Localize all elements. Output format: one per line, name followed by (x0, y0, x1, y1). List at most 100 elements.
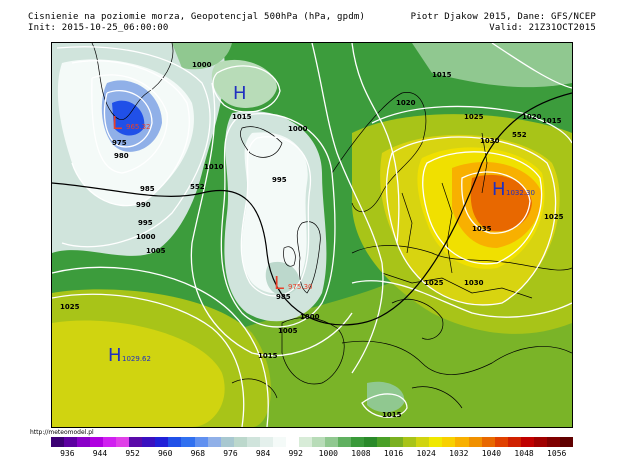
isobar-label: 1035 (472, 225, 492, 233)
color-swatch (129, 437, 143, 447)
color-swatch (455, 437, 469, 447)
isobar-label: 995 (272, 176, 287, 184)
isobar-label: 1000 (136, 233, 156, 241)
low-value: 965.32 (126, 123, 151, 131)
color-scale-tick-label: 960 (157, 449, 173, 458)
isobar-label: 1015 (382, 411, 402, 419)
isobar-label: 1015 (542, 117, 562, 125)
high-letter: H (233, 83, 247, 104)
color-swatch (142, 437, 156, 447)
field-band-northedge (172, 43, 232, 70)
isobar-label: 1000 (192, 61, 212, 69)
color-scale-tick-label: 992 (288, 449, 303, 458)
color-swatch (155, 437, 169, 447)
high-value: 1029.62 (122, 355, 151, 363)
high-letter: H (108, 345, 122, 366)
color-swatch (520, 437, 534, 447)
source-url: http://meteomodel.pl (30, 429, 94, 436)
color-scale-tick-label: 984 (255, 449, 271, 458)
isobar-label: 1000 (300, 313, 320, 321)
isobar-label: 1000 (288, 125, 308, 133)
color-swatch (285, 437, 299, 447)
low-center-2: L 975.30 (274, 273, 313, 294)
high-center-1: H (233, 83, 247, 104)
isobar-label: 1020 (396, 99, 416, 107)
color-swatch (429, 437, 443, 447)
color-swatch (77, 437, 91, 447)
field-band-northeast (412, 43, 572, 88)
isobar-label: 1025 (544, 213, 564, 221)
color-scale-tick-label: 1040 (481, 449, 502, 458)
color-swatch (403, 437, 417, 447)
color-scale-bar (51, 437, 573, 447)
color-swatch (507, 437, 521, 447)
color-swatch (90, 437, 104, 447)
geopotential-552-line (52, 92, 572, 326)
color-swatch (481, 437, 495, 447)
color-swatch (272, 437, 286, 447)
geopotential-label: 552 (190, 183, 205, 191)
color-swatch (116, 437, 130, 447)
color-swatch (233, 437, 247, 447)
color-scale-tick-label: 952 (125, 449, 140, 458)
color-scale-tick-label: 1000 (318, 449, 338, 458)
color-swatch (494, 437, 508, 447)
pressure-map: 1000 975 980 985 990 995 1000 1005 1010 … (51, 42, 573, 428)
color-swatch (220, 437, 234, 447)
init-time: Init: 2015-10-25_06:00:00 (28, 23, 169, 33)
isobar-label: 995 (138, 219, 153, 227)
color-scale-ticks: 936 944 952 960 968 976 984 992 1000 1008 1016 1024… (51, 449, 573, 461)
isobar-label: 1030 (480, 137, 500, 145)
isobar-label: 1015 (432, 71, 452, 79)
isobar-label: 1020 (522, 113, 542, 121)
low-center-1: L 965.32 (112, 113, 151, 134)
isobar-label: 1025 (60, 303, 80, 311)
isobar-label: 980 (114, 152, 129, 160)
coastlines (91, 43, 572, 409)
color-swatch (442, 437, 456, 447)
color-swatch (533, 437, 547, 447)
color-swatch (546, 437, 560, 447)
isobar-label: 1015 (258, 352, 278, 360)
high-value: 1032.30 (506, 189, 535, 197)
color-swatch (259, 437, 273, 447)
low-letter: L (274, 273, 284, 294)
color-swatch (364, 437, 378, 447)
isobar-label: 1025 (424, 279, 444, 287)
isobar-labels: 1000 975 980 985 990 995 1000 1005 1010 … (60, 61, 564, 419)
isobars (52, 43, 572, 427)
color-swatch (377, 437, 391, 447)
isobar-label: 1025 (464, 113, 484, 121)
high-letter: H (492, 179, 506, 200)
isobar-label: 985 (276, 293, 291, 301)
isobar-label: 1010 (204, 163, 224, 171)
color-swatch (390, 437, 404, 447)
isobar-label: 985 (140, 185, 155, 193)
geopotential-labels: 552 552 (190, 131, 527, 191)
low-center-atlantic (265, 261, 300, 295)
color-scale-tick-label: 1032 (449, 449, 469, 458)
color-swatch (468, 437, 482, 447)
color-scale-tick-label: 1024 (416, 449, 436, 458)
low-letter: L (112, 113, 122, 134)
isobar-label: 1005 (278, 327, 298, 335)
high-center-russia (470, 174, 532, 232)
color-swatch (338, 437, 352, 447)
valid-time: Valid: 21Z31OCT2015 (489, 23, 596, 33)
color-swatch (559, 437, 573, 447)
chart-title: Cisnienie na poziomie morza, Geopotencja… (28, 12, 366, 22)
color-scale-tick-label: 1008 (351, 449, 371, 458)
color-swatch (64, 437, 78, 447)
color-swatch (416, 437, 430, 447)
color-swatch (168, 437, 182, 447)
color-swatch (51, 437, 65, 447)
isobar-label: 1030 (464, 279, 484, 287)
color-scale-tick-label: 1048 (514, 449, 534, 458)
color-swatch (298, 437, 312, 447)
high-center-3: H 1032.30 (492, 179, 535, 200)
high-center-region (52, 320, 225, 427)
color-scale-tick-label: 968 (190, 449, 206, 458)
color-swatch (324, 437, 339, 447)
color-swatch (311, 437, 325, 447)
color-swatch (351, 437, 365, 447)
